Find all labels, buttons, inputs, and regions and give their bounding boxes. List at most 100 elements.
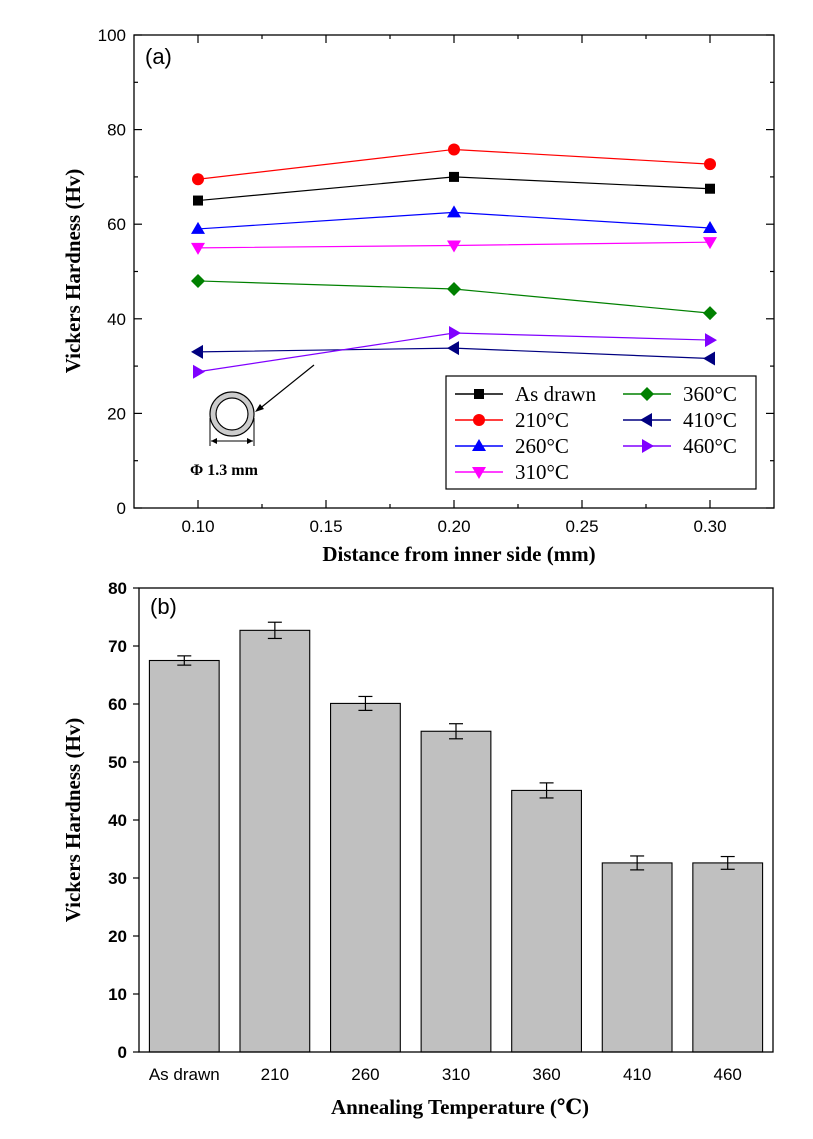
data-point <box>191 242 205 255</box>
tube-inset: Φ 1.3 mm <box>190 364 315 479</box>
x-tick-label-b: As drawn <box>149 1065 220 1084</box>
error-bar <box>358 695 373 711</box>
x-tick-label-a: 0.20 <box>437 517 470 536</box>
bar <box>601 862 673 1053</box>
legend-marker <box>472 439 486 451</box>
y-tick-label-b: 40 <box>108 811 127 830</box>
y-tick-labels-b: 0 10 20 30 40 50 60 70 80 <box>108 579 127 1062</box>
pointer-arrow-head <box>255 404 264 412</box>
y-tick-label-a: 20 <box>107 404 126 423</box>
bar <box>420 730 492 1053</box>
y-tick-label-a: 40 <box>107 310 126 329</box>
x-tick-labels-b: As drawn 210 260 310 360 410 460 <box>149 1065 742 1084</box>
y-tick-label-b: 30 <box>108 869 127 888</box>
error-bar <box>720 855 735 870</box>
legend-label: 460°C <box>683 434 737 458</box>
x-tick-labels-a: 0.10 0.15 0.20 0.25 0.30 <box>181 517 726 536</box>
legend-marker <box>473 414 485 426</box>
data-point <box>192 173 204 186</box>
series-2 <box>192 143 716 186</box>
x-tick-label-a: 0.25 <box>565 517 598 536</box>
data-point <box>447 240 461 253</box>
y-tick-label-b: 80 <box>108 579 127 598</box>
x-axis-label-b: Annealing Temperature (℃) <box>331 1095 589 1119</box>
legend-marker <box>642 439 654 453</box>
panel-label-b: (b) <box>150 594 177 619</box>
x-tick-label-b: 410 <box>623 1065 651 1084</box>
y-tick-labels-a: 0 20 40 60 80 100 <box>98 26 126 518</box>
panel-label-a: (a) <box>145 44 172 69</box>
data-point <box>191 273 205 288</box>
data-point <box>447 341 459 356</box>
error-bar <box>630 855 645 871</box>
data-point <box>447 205 461 218</box>
bar <box>330 702 401 1053</box>
data-point <box>703 220 717 233</box>
bar <box>239 629 311 1053</box>
legend-label: As drawn <box>515 382 597 406</box>
series-3 <box>191 205 717 234</box>
legend-item: 410°C <box>623 408 737 432</box>
legend-label: 310°C <box>515 460 569 484</box>
series-7 <box>193 325 717 379</box>
legend-label: 410°C <box>683 408 737 432</box>
data-point <box>193 195 203 206</box>
y-tick-label-a: 80 <box>107 121 126 140</box>
y-tick-label-b: 20 <box>108 927 127 946</box>
inset-dimension-label: Φ 1.3 mm <box>190 462 259 479</box>
data-point <box>447 282 461 297</box>
y-tick-label-b: 0 <box>118 1043 127 1062</box>
legend-marker <box>474 389 484 399</box>
axis-ticks-a <box>134 34 774 509</box>
line-chart-panel-a: (a) 0 20 40 60 80 100 0.10 0.15 0.20 0.25 0.30 Di… <box>61 26 775 566</box>
y-axis-label-b: Vickers Hardness (Hv) <box>61 718 85 923</box>
legend-item: 210°C <box>455 408 569 432</box>
legend-box <box>445 375 757 490</box>
data-point <box>448 143 460 156</box>
legend-marker <box>472 467 486 479</box>
data-point <box>705 183 715 194</box>
bars-group-b <box>148 621 764 1053</box>
error-bar <box>449 723 463 740</box>
bar-chart-panel-b: (b) 0 10 20 30 40 50 60 70 80 As drawn 210 260 310 3… <box>61 579 774 1119</box>
x-tick-label-a: 0.30 <box>693 517 726 536</box>
error-bar <box>267 621 282 640</box>
data-point <box>705 333 717 348</box>
x-tick-label-b: 260 <box>351 1065 379 1084</box>
legend-label: 210°C <box>515 408 569 432</box>
data-point <box>449 325 461 340</box>
series-5 <box>191 273 717 321</box>
error-bar <box>539 782 554 799</box>
series-6 <box>191 341 715 366</box>
bar <box>511 789 582 1053</box>
legend-marker <box>640 413 652 427</box>
axis-ticks-b <box>133 587 139 1053</box>
x-tick-label-b: 460 <box>714 1065 742 1084</box>
y-tick-label-a: 100 <box>98 26 126 45</box>
legend-item: 310°C <box>455 460 569 484</box>
y-tick-label-b: 70 <box>108 637 127 656</box>
y-axis-label-a: Vickers Hardness (Hv) <box>61 169 85 374</box>
pointer-arrow-line <box>257 364 315 411</box>
x-tick-label-b: 210 <box>261 1065 289 1084</box>
data-point <box>191 344 203 359</box>
series-line <box>197 332 711 373</box>
x-axis-label-a: Distance from inner side (mm) <box>322 542 595 566</box>
legend-label: 260°C <box>515 434 569 458</box>
x-tick-label-a: 0.10 <box>181 517 214 536</box>
series-4 <box>191 237 717 255</box>
data-point <box>703 237 717 250</box>
dim-arrow-right <box>247 438 253 444</box>
tube-outer-ring <box>209 391 255 437</box>
series-1 <box>193 171 715 206</box>
bar <box>692 862 764 1053</box>
data-point <box>704 158 716 171</box>
tube-wall <box>210 392 254 436</box>
x-tick-label-b: 310 <box>442 1065 470 1084</box>
y-tick-label-b: 10 <box>108 985 127 1004</box>
y-tick-label-b: 50 <box>108 753 127 772</box>
series-group-a <box>191 143 717 379</box>
